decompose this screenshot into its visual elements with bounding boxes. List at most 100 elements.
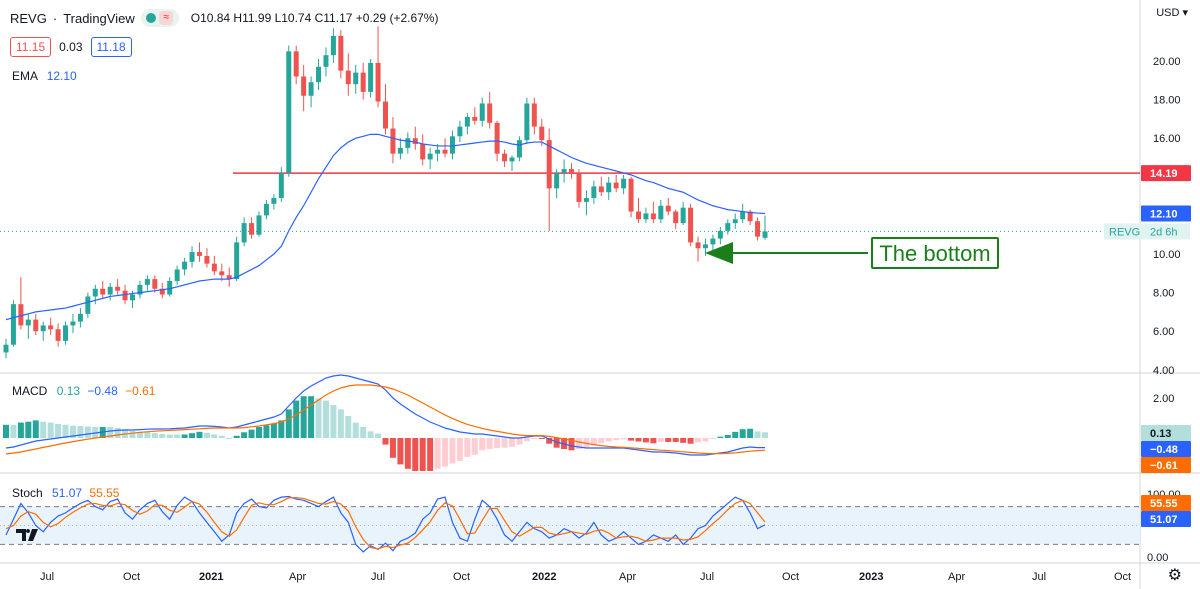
currency-label: USD bbox=[1156, 7, 1180, 19]
macd-histogram-bar bbox=[709, 438, 716, 439]
time-axis-label: Jul bbox=[1032, 571, 1046, 583]
macd-histogram-bar bbox=[55, 423, 62, 438]
symbol-label[interactable]: REVG bbox=[10, 10, 47, 26]
macd-histogram-bar bbox=[590, 438, 597, 446]
macd-histogram-bar bbox=[233, 435, 240, 438]
macd-histogram-bar bbox=[136, 431, 143, 438]
macd-histogram-bar bbox=[754, 431, 761, 438]
candle-body bbox=[464, 116, 470, 127]
macd-histogram-bar bbox=[389, 438, 396, 458]
macd-histogram-bar bbox=[300, 396, 307, 438]
sell-button[interactable]: 11.15 bbox=[10, 37, 52, 57]
spread-value: 0.03 bbox=[59, 40, 83, 54]
price-tick-label: 8.00 bbox=[1153, 288, 1174, 300]
candle-body bbox=[323, 55, 329, 67]
candle-body bbox=[561, 169, 567, 173]
candle-body bbox=[92, 288, 98, 297]
candle-body bbox=[107, 286, 113, 295]
market-status-toggle[interactable]: ≈ bbox=[140, 9, 179, 27]
macd-signal-tag-bg bbox=[1141, 457, 1191, 473]
macd-histogram-bar bbox=[486, 438, 493, 449]
ema-value: 12.10 bbox=[46, 69, 77, 83]
macd-line-tag: −0.48 bbox=[1150, 444, 1178, 456]
ema-price-tag-bg bbox=[1141, 205, 1191, 222]
candle-body bbox=[211, 263, 217, 272]
macd-histogram-bar bbox=[293, 400, 300, 438]
macd-signal-tag: −0.61 bbox=[1150, 460, 1178, 472]
time-axis-label: Oct bbox=[123, 571, 140, 583]
candle-body bbox=[152, 279, 158, 289]
currency-selector[interactable]: USD ▾ bbox=[1156, 7, 1188, 19]
ema-legend[interactable]: EMA 12.10 bbox=[12, 69, 77, 83]
macd-histogram-bar bbox=[598, 438, 605, 444]
macd-histogram-bar bbox=[47, 422, 54, 438]
macd-legend[interactable]: MACD 0.13 −0.48 −0.61 bbox=[12, 384, 155, 398]
provider-label: TradingView bbox=[63, 10, 135, 26]
macd-histogram-bar bbox=[717, 436, 724, 438]
candle-body bbox=[643, 213, 649, 220]
stoch-legend[interactable]: Stoch 51.07 55.55 bbox=[12, 486, 119, 500]
macd-histogram-bar bbox=[449, 438, 456, 464]
candle-body bbox=[747, 211, 753, 222]
candle-body bbox=[576, 172, 582, 202]
macd-histogram-bar bbox=[308, 396, 315, 438]
macd-histogram-bar bbox=[278, 420, 285, 438]
candle-body bbox=[554, 172, 560, 189]
wave-icon: ≈ bbox=[159, 11, 174, 25]
candle-body bbox=[479, 103, 485, 121]
macd-histogram-bar bbox=[211, 434, 218, 438]
stoch-k-tag-bg bbox=[1141, 511, 1191, 527]
candle-body bbox=[412, 138, 418, 144]
macd-hist-value: 0.13 bbox=[56, 384, 81, 398]
macd-histogram-bar bbox=[345, 416, 352, 438]
macd-histogram-bar bbox=[270, 423, 277, 438]
macd-histogram-bar bbox=[25, 421, 32, 438]
candle-body bbox=[174, 269, 180, 282]
macd-tick-label: 2.00 bbox=[1153, 393, 1174, 405]
annotation-label[interactable]: The bottom bbox=[871, 237, 999, 269]
macd-histogram-bar bbox=[479, 438, 486, 451]
bar-countdown: 2d 6h bbox=[1150, 226, 1178, 238]
time-axis-label: 2023 bbox=[859, 571, 883, 583]
candle-body bbox=[442, 149, 448, 154]
candle-body bbox=[390, 128, 396, 154]
candle-body bbox=[241, 223, 247, 243]
stoch-d-tag-bg bbox=[1141, 495, 1191, 511]
macd-histogram-bar bbox=[84, 426, 91, 438]
macd-histogram-bar bbox=[189, 433, 196, 438]
candle-body bbox=[427, 153, 433, 160]
tradingview-logo bbox=[16, 527, 42, 548]
macd-histogram-bar bbox=[680, 438, 687, 443]
candle-body bbox=[531, 103, 537, 127]
macd-histogram-bar bbox=[575, 438, 582, 449]
candle-body bbox=[621, 178, 627, 189]
candle-body bbox=[130, 294, 135, 301]
macd-histogram-bar bbox=[538, 438, 545, 439]
macd-histogram-bar bbox=[419, 438, 426, 471]
candle-body bbox=[732, 219, 738, 224]
macd-histogram-bar bbox=[523, 438, 530, 442]
macd-histogram-bar bbox=[62, 424, 69, 438]
candle-body bbox=[40, 325, 46, 332]
candle-body bbox=[353, 72, 359, 85]
candle-body bbox=[650, 213, 656, 220]
buy-button[interactable]: 11.18 bbox=[90, 37, 132, 57]
macd-histogram-bar bbox=[166, 434, 173, 438]
settings-gear-icon[interactable]: ⚙ bbox=[1167, 567, 1182, 584]
stoch-d-tag: 55.55 bbox=[1150, 498, 1178, 510]
time-axis-label: Oct bbox=[1114, 571, 1131, 583]
candle-body bbox=[569, 169, 575, 173]
time-axis-label: Oct bbox=[453, 571, 470, 583]
macd-histogram-bar bbox=[442, 438, 449, 467]
macd-histogram-bar bbox=[531, 438, 538, 439]
candle-body bbox=[702, 244, 708, 249]
candle-body bbox=[695, 242, 701, 249]
macd-histogram-bar bbox=[196, 431, 203, 438]
macd-hist-tag-bg bbox=[1141, 425, 1191, 441]
candle-body bbox=[293, 51, 299, 77]
time-axis-label: Oct bbox=[782, 571, 799, 583]
macd-histogram-bar bbox=[17, 422, 24, 438]
macd-hist-tag: 0.13 bbox=[1150, 428, 1171, 440]
candle-body bbox=[3, 344, 9, 353]
